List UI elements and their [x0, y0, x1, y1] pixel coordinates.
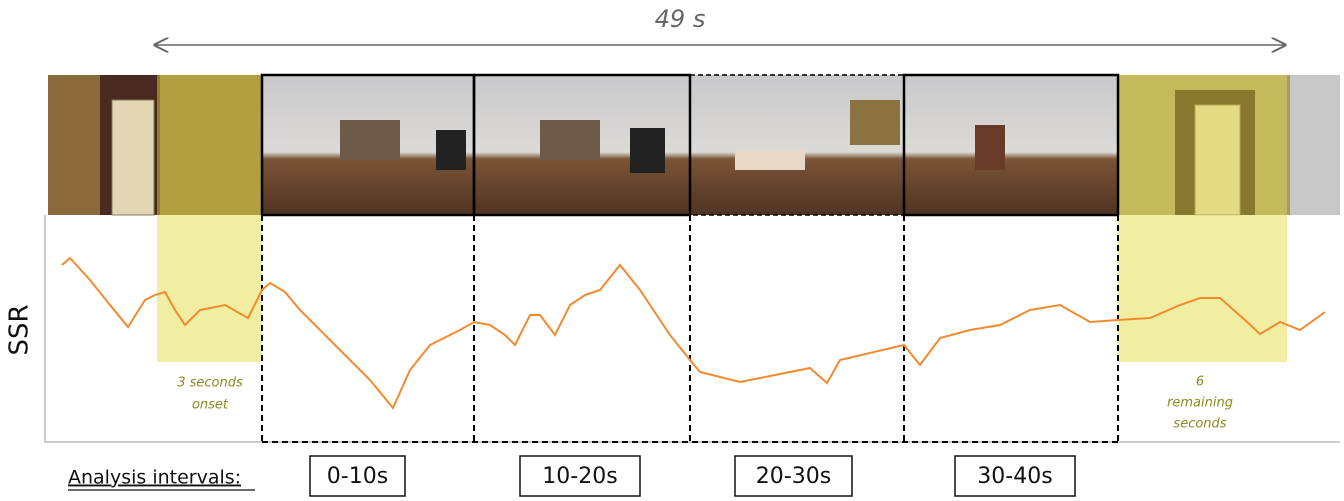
interval-label: 30-40s [977, 464, 1052, 489]
interval-dividers [261, 215, 1119, 443]
interval-box [734, 455, 853, 497]
duration-label: 49 s [655, 5, 706, 33]
remaining-note: remaining [1167, 396, 1233, 411]
ssr-curve [61, 256, 1326, 410]
onset-note: onset [192, 398, 229, 413]
interval-box [954, 455, 1076, 497]
interval-label: 20-30s [756, 464, 831, 489]
interval-box [519, 455, 641, 497]
remaining-note: seconds [1173, 417, 1226, 432]
y-axis-label: SSR [5, 304, 35, 355]
interval-box [309, 455, 406, 497]
remaining-highlight [1118, 215, 1287, 362]
interval-label: 0-10s [327, 464, 388, 489]
onset-note: 3 seconds [177, 376, 243, 391]
interval-label: 10-20s [542, 464, 617, 489]
frame-room-4 [904, 75, 1118, 215]
remaining-note: 6 [1196, 375, 1204, 390]
intervals-label: Analysis intervals: [68, 467, 241, 489]
frame-strip [48, 73, 1340, 217]
onset-highlight [157, 215, 262, 362]
